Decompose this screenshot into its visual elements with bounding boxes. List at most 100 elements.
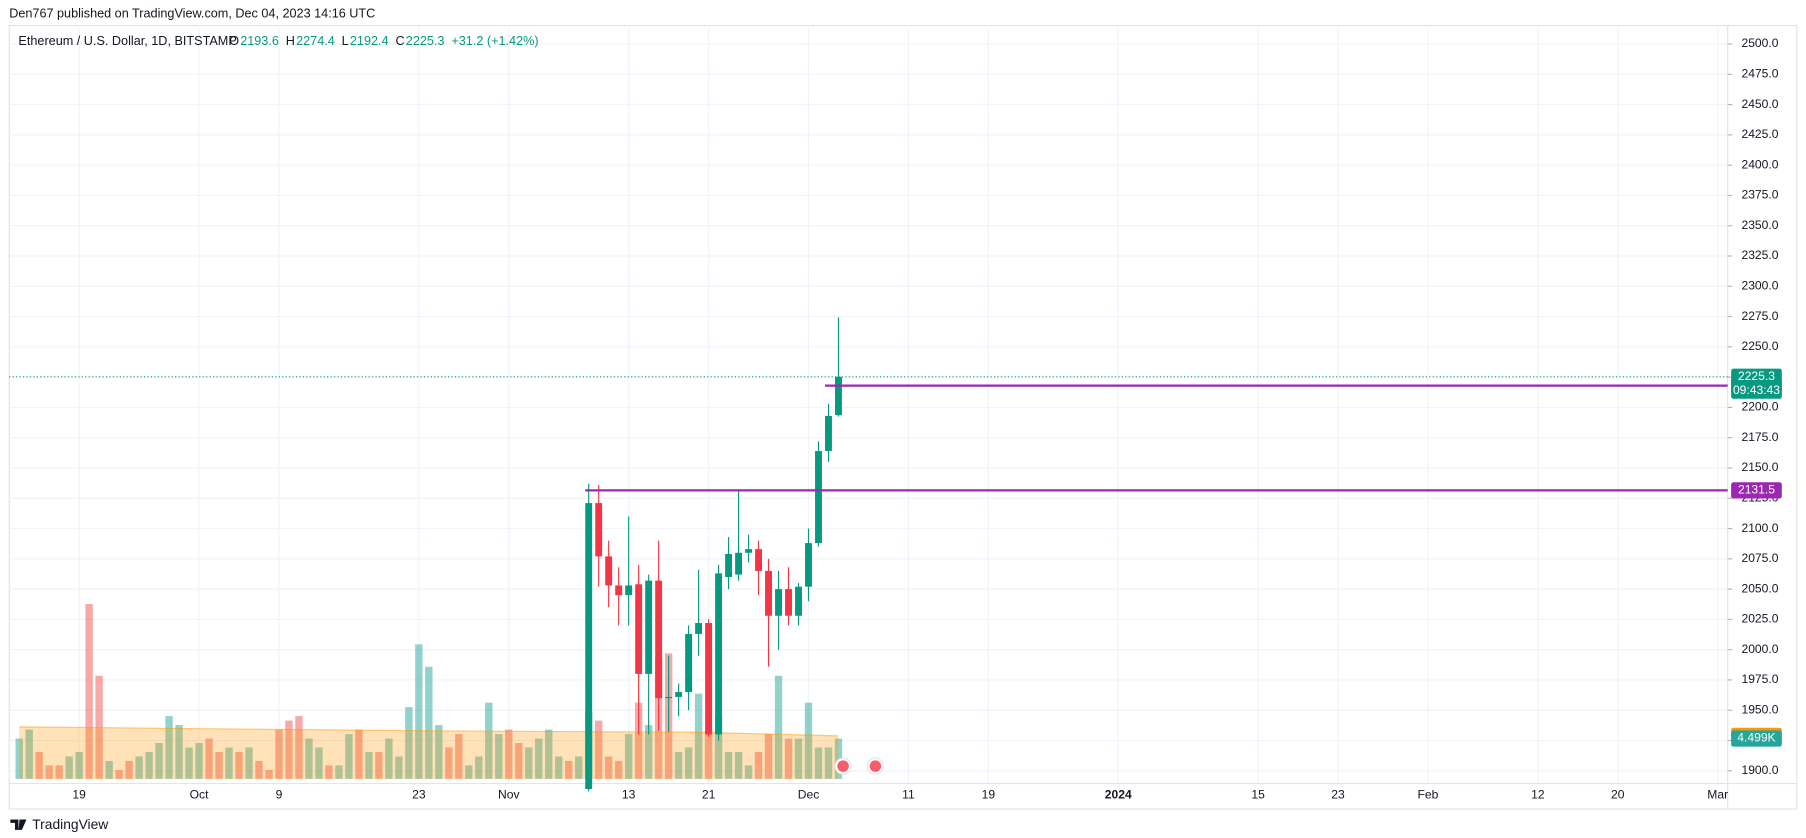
y-tick-label: 2400.0 xyxy=(1742,157,1779,171)
y-tick-label: 2075.0 xyxy=(1742,551,1779,565)
volume-bar xyxy=(365,751,373,779)
volume-bar xyxy=(155,743,163,779)
volume-bar xyxy=(85,603,93,779)
x-tick-label: Dec xyxy=(798,787,819,801)
x-tick-label: 23 xyxy=(1331,787,1345,801)
candle-body xyxy=(625,585,633,596)
volume-bar xyxy=(255,760,263,779)
volume-bar xyxy=(734,751,743,779)
x-tick-label: 21 xyxy=(702,787,716,801)
volume-bar xyxy=(684,747,693,779)
ohlc-label: L xyxy=(342,34,349,48)
x-tick-label: Mar xyxy=(1707,787,1728,801)
volume-bar xyxy=(425,666,433,779)
candle-body xyxy=(615,585,623,596)
volume-bar xyxy=(824,747,833,779)
volume-bar xyxy=(395,756,403,779)
volume-bar xyxy=(235,751,243,779)
y-tick-label: 2000.0 xyxy=(1742,642,1779,656)
y-tick-label: 1975.0 xyxy=(1742,672,1779,686)
volume-bar xyxy=(455,734,463,779)
candle-body xyxy=(665,696,673,699)
y-tick-label: 2350.0 xyxy=(1742,218,1779,232)
volume-bar xyxy=(215,751,223,779)
volume-bar xyxy=(145,751,153,779)
volume-bar xyxy=(185,747,193,779)
candle-body xyxy=(685,633,693,693)
volume-bar xyxy=(724,751,733,779)
volume-bar xyxy=(275,729,283,779)
volume-bar xyxy=(385,738,393,779)
x-tick-label: 2024 xyxy=(1105,787,1132,801)
volume-bar xyxy=(644,725,653,779)
volume-bar xyxy=(375,751,383,779)
ohlc-label: C xyxy=(395,34,404,48)
volume-bar xyxy=(465,765,473,779)
volume-bar xyxy=(115,769,123,779)
y-tick-label: 2100.0 xyxy=(1742,521,1779,535)
event-flag xyxy=(837,760,849,772)
volume-bar xyxy=(674,751,683,779)
volume-bar xyxy=(485,702,493,779)
y-tick-label: 2300.0 xyxy=(1742,278,1779,292)
candle-body xyxy=(705,623,713,735)
x-tick-label: 12 xyxy=(1531,787,1545,801)
level-label: 2131.5 xyxy=(1738,483,1775,497)
candle-body xyxy=(795,586,802,616)
volume-bar xyxy=(415,644,423,779)
last-price-box xyxy=(1731,368,1782,399)
x-tick-label: Oct xyxy=(190,787,209,801)
x-tick-label: Nov xyxy=(498,787,520,801)
volume-bar xyxy=(515,743,523,779)
volume-bar xyxy=(45,765,53,779)
volume-bar xyxy=(225,747,233,779)
volume-bar xyxy=(125,760,133,779)
y-tick-label: 2500.0 xyxy=(1742,36,1779,50)
logo-mark xyxy=(10,819,27,830)
volume-bar xyxy=(245,747,253,779)
y-tick-label: 2375.0 xyxy=(1742,188,1779,202)
volume-pane xyxy=(15,603,843,779)
volume-bar xyxy=(794,738,803,779)
y-tick-label: 1900.0 xyxy=(1742,763,1779,777)
volume-bar xyxy=(834,738,843,779)
volume-bar xyxy=(195,743,203,779)
volume-bar xyxy=(75,751,83,779)
volume-bar xyxy=(285,720,293,779)
y-tick-label: 2200.0 xyxy=(1742,400,1779,414)
volume-bar xyxy=(575,756,583,779)
volume-bar xyxy=(315,747,323,779)
y-tick-label: 2150.0 xyxy=(1742,460,1779,474)
y-tick-label: 2475.0 xyxy=(1742,66,1779,80)
volume-bar xyxy=(545,729,553,779)
volume-ma-area xyxy=(19,726,839,779)
ohlc-value: 2192.4 xyxy=(350,34,389,48)
volume-bar xyxy=(744,765,753,779)
candle-body xyxy=(695,623,703,634)
footer-brand: TradingView xyxy=(32,816,109,832)
volume-bar xyxy=(205,738,213,779)
volume-bar xyxy=(604,756,613,779)
volume-bar xyxy=(814,747,823,779)
volume-bar xyxy=(15,738,23,779)
x-tick-label: 13 xyxy=(622,787,636,801)
volume-bar xyxy=(405,707,413,779)
volume-bar xyxy=(754,751,763,779)
candle-body xyxy=(635,584,643,674)
ohlc-value: 2225.3 xyxy=(406,34,445,48)
volume-bar xyxy=(355,729,363,779)
event-flag xyxy=(869,760,882,772)
chart-frame xyxy=(8,24,1798,810)
x-tick-label: 15 xyxy=(1251,787,1265,801)
volume-bar xyxy=(265,769,273,779)
candle-body xyxy=(745,549,753,553)
volume-bar xyxy=(345,734,353,779)
volume-last-label: 4.499K xyxy=(1737,731,1775,745)
volume-bar xyxy=(105,760,113,779)
volume-bar xyxy=(624,734,633,779)
y-tick-label: 2425.0 xyxy=(1742,127,1779,141)
volume-bar xyxy=(295,716,303,779)
